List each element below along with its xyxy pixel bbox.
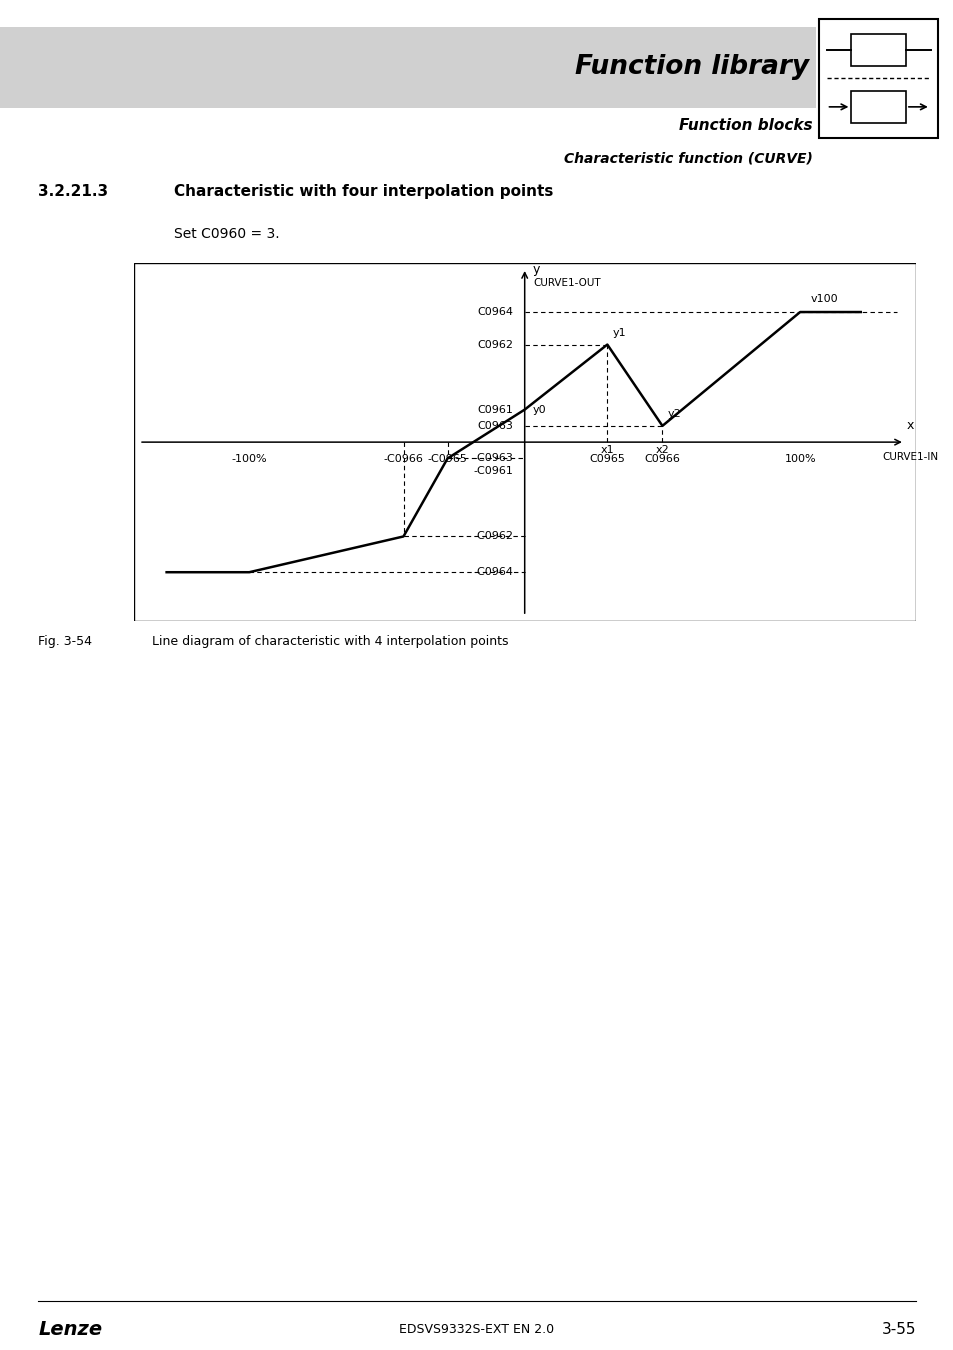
Text: C0966: C0966 [644,454,679,463]
Text: -C0961: -C0961 [474,466,513,477]
Text: y: y [533,263,539,277]
Text: -C0966: -C0966 [383,454,423,463]
Bar [850,34,905,66]
Bar [850,90,905,123]
Text: Fig. 3-54: Fig. 3-54 [38,636,92,648]
Text: 100%: 100% [783,454,815,463]
Bar [0,27,815,108]
Text: -C0965: -C0965 [427,454,467,463]
Text: x: x [905,420,913,432]
Text: Function library: Function library [575,54,808,81]
Text: Characteristic with four interpolation points: Characteristic with four interpolation p… [174,184,553,198]
Text: Set C0960 = 3.: Set C0960 = 3. [174,227,279,242]
Text: C0963: C0963 [477,421,513,431]
Text: Line diagram of characteristic with 4 interpolation points: Line diagram of characteristic with 4 in… [152,636,508,648]
Text: 3.2.21.3: 3.2.21.3 [38,184,109,198]
Text: -100%: -100% [232,454,267,463]
Text: EDSVS9332S-EXT EN 2.0: EDSVS9332S-EXT EN 2.0 [399,1323,554,1336]
Text: C0962: C0962 [477,340,513,350]
Text: C0961: C0961 [477,405,513,414]
Text: y0: y0 [533,405,546,414]
Text: CURVE1-OUT: CURVE1-OUT [533,278,600,288]
Text: -C0963: -C0963 [474,454,513,463]
Text: CURVE1-IN: CURVE1-IN [882,452,938,462]
Text: -C0964: -C0964 [474,567,513,578]
Text: y1: y1 [612,328,626,338]
Text: Characteristic function (CURVE): Characteristic function (CURVE) [563,153,812,166]
Text: x1: x1 [599,446,614,455]
Text: Lenze: Lenze [38,1320,102,1339]
Text: 3-55: 3-55 [881,1322,915,1336]
Text: v100: v100 [810,294,838,304]
Text: Function blocks: Function blocks [679,117,812,132]
Text: C0965: C0965 [589,454,624,463]
Text: -C0962: -C0962 [474,532,513,541]
Text: y2: y2 [667,409,681,420]
Text: x2: x2 [655,446,669,455]
Text: C0964: C0964 [477,306,513,317]
